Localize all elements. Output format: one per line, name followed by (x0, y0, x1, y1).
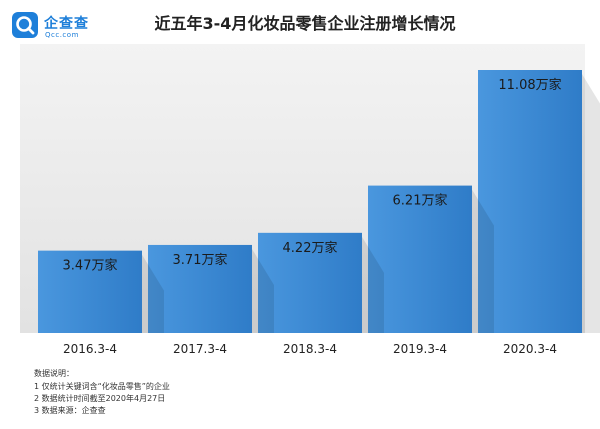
data-label: 4.22万家 (283, 240, 338, 256)
bar (38, 250, 142, 333)
x-tick-label: 2020.3-4 (503, 342, 557, 356)
brand-name: 企查查 (44, 16, 89, 32)
bar (368, 185, 472, 333)
bar (148, 244, 252, 333)
bar (258, 232, 362, 333)
x-tick-label: 2016.3-4 (63, 342, 117, 356)
data-label: 3.47万家 (63, 258, 118, 274)
x-tick-label: 2018.3-4 (283, 342, 337, 356)
x-tick-label: 2019.3-4 (393, 342, 447, 356)
bar (478, 70, 582, 333)
bars-group (38, 70, 582, 333)
bar-shadow (472, 189, 494, 333)
bar-shadow (582, 74, 600, 333)
brand-logo: 企查查 Qcc.com (12, 8, 132, 44)
data-label: 3.71万家 (173, 252, 228, 268)
x-tick-labels-group: 2016.3-4 2017.3-4 2018.3-4 2019.3-4 2020.3-4 (63, 342, 557, 356)
chart-title: 近五年3-4月化妆品零售企业注册增长情况 (154, 14, 456, 33)
data-label: 6.21万家 (393, 193, 448, 209)
data-notes: 数据说明： 1 仅统计关键词含“化妆品零售”的企业 2 数据统计时间截至2020… (34, 368, 170, 417)
data-label: 11.08万家 (498, 77, 561, 93)
bar-shadow (142, 254, 164, 333)
brand-domain: Qcc.com (45, 31, 79, 39)
data-labels-group: 3.47万家 3.71万家 4.22万家 6.21万家 11.08万家 (63, 77, 562, 274)
bar-shadow (362, 236, 384, 333)
magnifier-q-logo-icon (12, 12, 38, 38)
note-line: 2 数据统计时间截至2020年4月27日 (34, 394, 166, 403)
note-line: 1 仅统计关键词含“化妆品零售”的企业 (34, 382, 170, 391)
x-tick-label: 2017.3-4 (173, 342, 227, 356)
note-line: 3 数据来源：企查查 (34, 406, 106, 415)
bar-shadow (252, 248, 274, 333)
bar-shadows-group (142, 74, 600, 333)
notes-title: 数据说明： (34, 369, 74, 378)
